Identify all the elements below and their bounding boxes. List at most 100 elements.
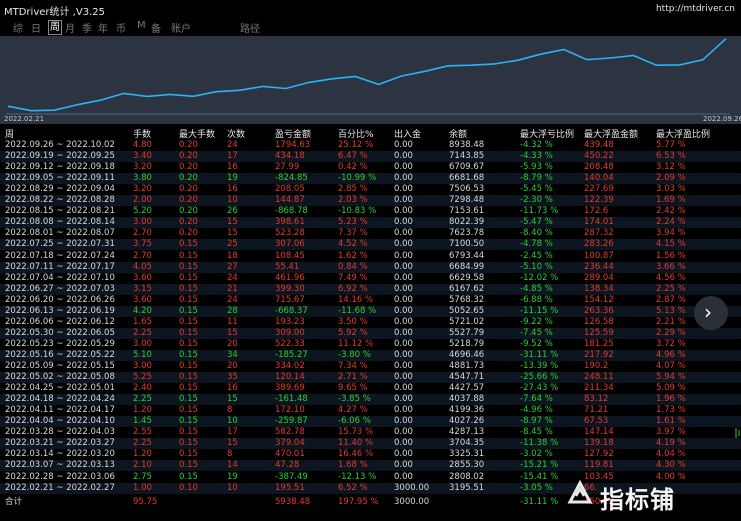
table-row[interactable]: 2022.02.21 ~ 2022.02.27 1.00 0.10 10 195.51 6… bbox=[0, 482, 741, 494]
cell-week: 2022.02.28 ~ 2022.03.06 bbox=[5, 471, 115, 482]
col-header-10[interactable]: 最大浮盈比例 bbox=[656, 130, 711, 140]
table-row[interactable]: 2022.06.06 ~ 2022.06.12 1.65 0.15 11 193.23 3… bbox=[0, 317, 741, 328]
col-header-9[interactable]: 最大浮盈金额 bbox=[584, 130, 639, 140]
cell-pl: 389.69 bbox=[275, 383, 305, 394]
cell-pct: 6.47 % bbox=[338, 151, 368, 162]
cell-max_fp: 103.45 bbox=[584, 471, 614, 482]
cell-max_dd_pct: -11.15 % bbox=[520, 305, 559, 316]
table-row[interactable]: 2022.09.12 ~ 2022.09.18 3.20 0.20 16 27.99 0.… bbox=[0, 162, 741, 173]
cell-balance: 5768.32 bbox=[449, 294, 485, 305]
table-row[interactable]: 2022.05.30 ~ 2022.06.05 2.25 0.15 15 309.00 5… bbox=[0, 327, 741, 339]
cell-balance: 4696.46 bbox=[449, 349, 485, 360]
cell-pct: 3.50 % bbox=[338, 316, 368, 327]
table-row[interactable]: 2022.08.15 ~ 2022.08.21 5.20 0.20 26 -868.78… bbox=[0, 206, 741, 217]
table-row[interactable]: 2022.08.29 ~ 2022.09.04 3.20 0.20 16 208.05 2… bbox=[0, 184, 741, 195]
col-header-4[interactable]: 盈亏金额 bbox=[275, 130, 312, 140]
cell-flow: 0.00 bbox=[394, 316, 413, 327]
cell-lots: 2.25 bbox=[133, 327, 152, 338]
table-row[interactable]: 2022.07.04 ~ 2022.07.10 3.60 0.15 24 461.96 7… bbox=[0, 273, 741, 284]
cell-count: 26 bbox=[227, 206, 238, 217]
cell-lots: 4.20 bbox=[133, 305, 152, 316]
cell-pct: 2.71 % bbox=[338, 372, 368, 383]
cell-pl: -185.27 bbox=[275, 349, 308, 360]
col-header-7[interactable]: 余额 bbox=[449, 130, 468, 140]
tab-4[interactable]: 季 bbox=[82, 24, 92, 35]
next-page-button[interactable]: › bbox=[694, 296, 728, 330]
cell-week: 2022.08.15 ~ 2022.08.21 bbox=[5, 206, 115, 217]
table-row[interactable]: 2022.05.09 ~ 2022.05.15 3.00 0.15 20 334.02 7… bbox=[0, 361, 741, 372]
cell-lots: 5.25 bbox=[133, 372, 152, 383]
table-row[interactable]: 2022.08.01 ~ 2022.08.07 2.70 0.20 15 523.28 7… bbox=[0, 228, 741, 239]
col-header-8[interactable]: 最大浮亏比例 bbox=[520, 130, 575, 140]
cell-max_fp_pct: 4.96 % bbox=[656, 349, 686, 360]
cell-balance: 2808.02 bbox=[449, 471, 485, 482]
table-row[interactable]: 2022.08.08 ~ 2022.08.14 3.00 0.20 15 398.61 5… bbox=[0, 217, 741, 229]
tab-7[interactable]: M bbox=[137, 20, 146, 31]
col-header-0[interactable]: 周 bbox=[5, 130, 15, 140]
table-row[interactable]: 2022.04.18 ~ 2022.04.24 2.25 0.15 15 -161.48… bbox=[0, 394, 741, 406]
cell-max_fp: 450.22 bbox=[584, 151, 614, 162]
cell-week: 2022.08.29 ~ 2022.09.04 bbox=[5, 184, 115, 195]
col-header-6[interactable]: 出入金 bbox=[394, 130, 422, 140]
cell-week: 2022.09.19 ~ 2022.09.25 bbox=[5, 151, 115, 162]
cell-count: 18 bbox=[227, 250, 238, 261]
table-row[interactable]: 2022.05.16 ~ 2022.05.22 5.10 0.15 34 -185.27… bbox=[0, 349, 741, 361]
cell-flow: 0.00 bbox=[394, 228, 413, 239]
cell-max_fp_pct: 4.07 % bbox=[656, 361, 686, 371]
cell-max_dd_pct: -3.05 % bbox=[520, 482, 553, 493]
tab-5[interactable]: 年 bbox=[98, 24, 108, 35]
table-row[interactable]: 2022.06.13 ~ 2022.06.19 4.20 0.15 28 -668.37… bbox=[0, 305, 741, 317]
tab-6[interactable]: 币 bbox=[116, 24, 126, 35]
table-row[interactable]: 2022.05.23 ~ 2022.05.29 3.00 0.15 20 522.33 1… bbox=[0, 339, 741, 350]
tab-1[interactable]: 日 bbox=[31, 24, 41, 35]
table-row[interactable]: 2022.04.11 ~ 2022.04.17 1.20 0.15 8 172.10 4.… bbox=[0, 405, 741, 416]
cell-balance: 5721.02 bbox=[449, 316, 485, 327]
cell-lots: 2.10 bbox=[133, 460, 152, 471]
table-row[interactable]: 2022.07.25 ~ 2022.07.31 3.75 0.15 25 307.06 4… bbox=[0, 239, 741, 251]
table-row[interactable]: 2022.09.19 ~ 2022.09.25 3.40 0.20 17 434.18 6… bbox=[0, 151, 741, 163]
table-row[interactable]: 2022.04.25 ~ 2022.05.01 2.40 0.15 16 389.69 9… bbox=[0, 383, 741, 394]
cell-flow: 0.00 bbox=[394, 283, 413, 294]
table-row[interactable]: 2022.03.21 ~ 2022.03.27 2.25 0.15 15 379.04 1… bbox=[0, 438, 741, 450]
col-header-3[interactable]: 次数 bbox=[227, 130, 246, 140]
cell-max_dd_pct: -4.78 % bbox=[520, 239, 553, 250]
table-row[interactable]: 2022.05.02 ~ 2022.05.08 5.25 0.15 35 120.14 2… bbox=[0, 372, 741, 384]
table-row[interactable]: 2022.07.18 ~ 2022.07.24 2.70 0.15 18 108.45 1… bbox=[0, 251, 741, 262]
col-header-1[interactable]: 手数 bbox=[133, 130, 152, 140]
tab-2[interactable]: 周 bbox=[48, 20, 62, 35]
table-row[interactable]: 2022.09.05 ~ 2022.09.11 3.80 0.20 19 -824.85… bbox=[0, 173, 741, 185]
watermark-logo-icon bbox=[567, 479, 593, 504]
edge-marker-icon bbox=[735, 428, 740, 438]
tab-0[interactable]: 综 bbox=[13, 24, 23, 35]
cell-max_fp_pct: 5.94 % bbox=[656, 372, 686, 383]
table-row[interactable]: 2022.09.26 ~ 2022.10.02 4.80 0.20 24 1794.63… bbox=[0, 140, 741, 151]
tab-8[interactable]: 备 bbox=[151, 24, 161, 35]
table-row[interactable]: 2022.08.22 ~ 2022.08.28 2.00 0.20 10 144.87 2… bbox=[0, 195, 741, 207]
cell-max_fp: 83.12 bbox=[584, 394, 609, 405]
tab-9[interactable]: 账户 bbox=[171, 24, 191, 35]
col-header-5[interactable]: 百分比% bbox=[338, 130, 374, 140]
cell-max_fp_pct: 6.53 % bbox=[656, 151, 686, 162]
tab-10[interactable]: 路径 bbox=[240, 24, 260, 35]
website-link[interactable]: http://mtdriver.cn bbox=[655, 4, 735, 14]
cell-balance: 4037.88 bbox=[449, 394, 485, 405]
table-row[interactable]: 2022.03.28 ~ 2022.04.03 2.55 0.15 17 582.78 1… bbox=[0, 427, 741, 438]
table-row[interactable]: 2022.06.20 ~ 2022.06.26 3.60 0.15 24 715.67 1… bbox=[0, 295, 741, 306]
cell-balance: 5218.79 bbox=[449, 338, 485, 349]
table-row[interactable]: 2022.04.04 ~ 2022.04.10 1.45 0.15 10 -259.87… bbox=[0, 416, 741, 428]
cell-lots: 2.70 bbox=[133, 250, 152, 261]
table-row[interactable]: 2022.03.14 ~ 2022.03.20 1.20 0.15 8 470.01 16… bbox=[0, 449, 741, 460]
table-row[interactable]: 2022.03.07 ~ 2022.03.13 2.10 0.15 14 47.28 1.… bbox=[0, 460, 741, 472]
cell-pl: 108.45 bbox=[275, 250, 305, 261]
cell-pl: 195.51 bbox=[275, 482, 305, 493]
cell-max_lots: 0.15 bbox=[179, 361, 198, 371]
table-row[interactable]: 2022.06.27 ~ 2022.07.03 3.15 0.15 21 399.30 6… bbox=[0, 283, 741, 295]
cell-max_fp: 66. bbox=[584, 482, 598, 493]
cell-max_dd_pct: -27.43 % bbox=[520, 383, 559, 394]
cell-pct: 1.62 % bbox=[338, 250, 368, 261]
table-row[interactable]: 2022.07.11 ~ 2022.07.17 4.05 0.15 27 55.41 0.… bbox=[0, 261, 741, 273]
tab-3[interactable]: 月 bbox=[65, 24, 75, 35]
cell-week: 2022.04.04 ~ 2022.04.10 bbox=[5, 416, 115, 427]
col-header-2[interactable]: 最大手数 bbox=[179, 130, 216, 140]
table-row[interactable]: 2022.02.28 ~ 2022.03.06 2.75 0.15 19 -387.49… bbox=[0, 472, 741, 483]
